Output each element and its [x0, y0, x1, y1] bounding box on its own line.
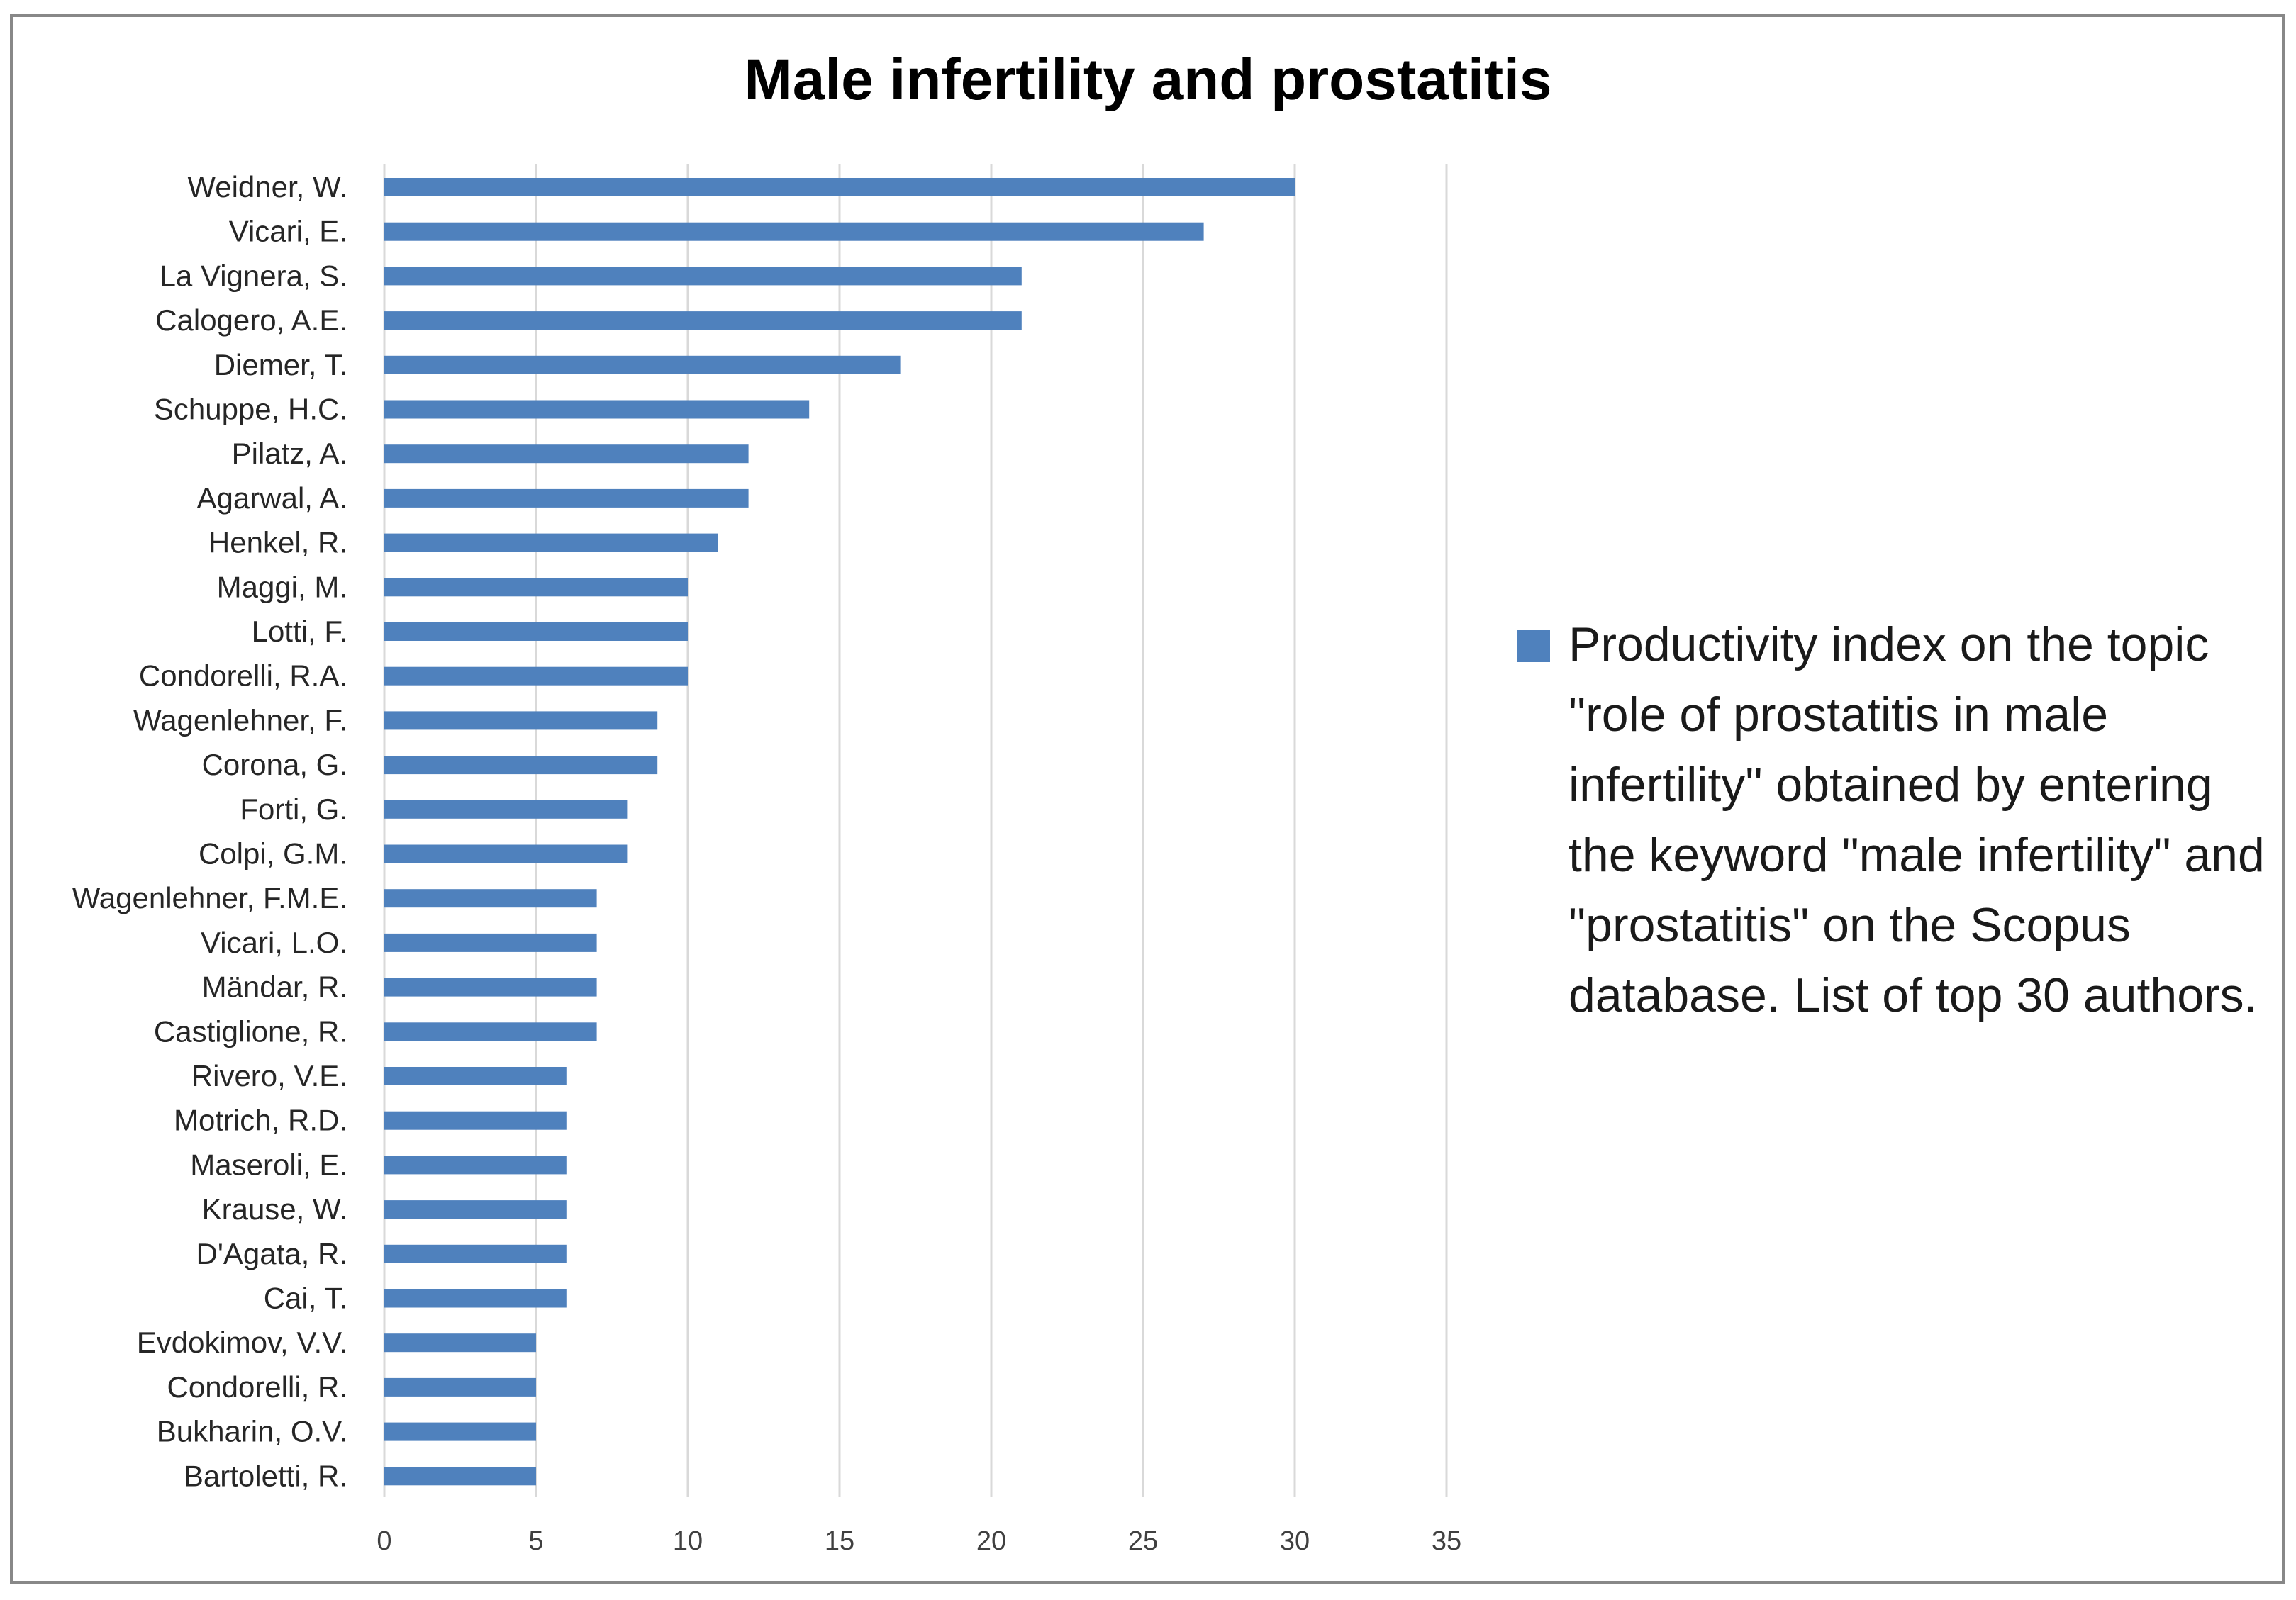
category-label: Wagenlehner, F.M.E. [72, 881, 347, 914]
category-label: Maseroli, E. [190, 1148, 347, 1181]
bar [384, 1022, 597, 1041]
x-tick-label: 35 [1432, 1526, 1461, 1556]
bar [384, 711, 658, 730]
category-label: La Vignera, S. [160, 259, 347, 292]
category-label: Vicari, L.O. [201, 926, 347, 959]
bar [384, 488, 749, 508]
category-label: Vicari, E. [229, 215, 347, 248]
bar [384, 578, 688, 597]
category-label: Diemer, T. [214, 348, 347, 381]
category-label: Condorelli, R.A. [139, 659, 347, 693]
bar [384, 1244, 567, 1263]
category-label: Wagenlehner, F. [133, 703, 347, 737]
category-label: Pilatz, A. [232, 437, 347, 470]
bar [384, 978, 597, 997]
category-labels: Weidner, W. Vicari, E. La Vignera, S. Calog… [72, 170, 347, 1492]
bar [384, 400, 810, 419]
legend-swatch [1517, 630, 1550, 662]
category-label: Schuppe, H.C. [154, 393, 347, 426]
bar [384, 178, 1295, 196]
category-label: Calogero, A.E. [155, 303, 347, 337]
category-label: Bukharin, O.V. [157, 1415, 347, 1448]
category-label: Evdokimov, V.V. [137, 1326, 347, 1359]
category-label: Maggi, M. [217, 570, 347, 603]
legend-label: Productivity index on the topic "role of… [1568, 617, 2265, 1022]
bar [384, 1377, 536, 1397]
category-label: Weidner, W. [187, 170, 347, 203]
bar [384, 355, 901, 374]
bar [384, 222, 1204, 241]
category-label: Rivero, V.E. [191, 1059, 347, 1092]
bar [384, 1467, 536, 1486]
bar [384, 1200, 567, 1219]
x-tick-label: 0 [377, 1526, 391, 1556]
gridlines [383, 164, 1448, 1497]
category-label: Forti, G. [240, 793, 347, 826]
x-tick-label: 30 [1280, 1526, 1310, 1556]
bar [384, 756, 658, 775]
category-label: Lotti, F. [252, 615, 347, 648]
bar [384, 844, 628, 863]
bar [384, 622, 688, 641]
category-label: Mändar, R. [202, 970, 347, 1004]
category-label: Cai, T. [264, 1282, 347, 1315]
bar [384, 666, 688, 686]
bar [384, 889, 597, 908]
category-label: Bartoletti, R. [184, 1459, 347, 1492]
bar [384, 1156, 567, 1175]
category-label: Colpi, G.M. [199, 837, 347, 871]
category-label: Motrich, R.D. [174, 1104, 347, 1137]
bar [384, 533, 718, 552]
category-label: Condorelli, R. [167, 1370, 347, 1404]
bar [384, 311, 1022, 330]
bar [384, 933, 597, 952]
bar [384, 800, 628, 819]
x-tick-label: 15 [825, 1526, 854, 1556]
x-tick-label: 5 [528, 1526, 543, 1556]
bar [384, 1333, 536, 1353]
chart-title: Male infertility and prostatitis [744, 47, 1552, 112]
category-label: Krause, W. [202, 1192, 347, 1226]
x-tick-label: 20 [976, 1526, 1006, 1556]
category-label: Castiglione, R. [154, 1014, 347, 1048]
bar [384, 1067, 567, 1085]
x-tick-label: 10 [673, 1526, 703, 1556]
category-label: Henkel, R. [208, 526, 347, 559]
bar [384, 1289, 567, 1308]
bar [384, 444, 749, 464]
x-tick-label: 25 [1128, 1526, 1158, 1556]
category-label: Agarwal, A. [197, 481, 347, 515]
bar [384, 1422, 536, 1441]
bars [384, 178, 1295, 1486]
x-axis-ticks: 0 5 10 15 20 25 30 35 [377, 1526, 1461, 1556]
category-label: D'Agata, R. [196, 1237, 347, 1270]
bar [384, 1111, 567, 1130]
category-label: Corona, G. [202, 748, 347, 781]
bar [384, 267, 1022, 286]
